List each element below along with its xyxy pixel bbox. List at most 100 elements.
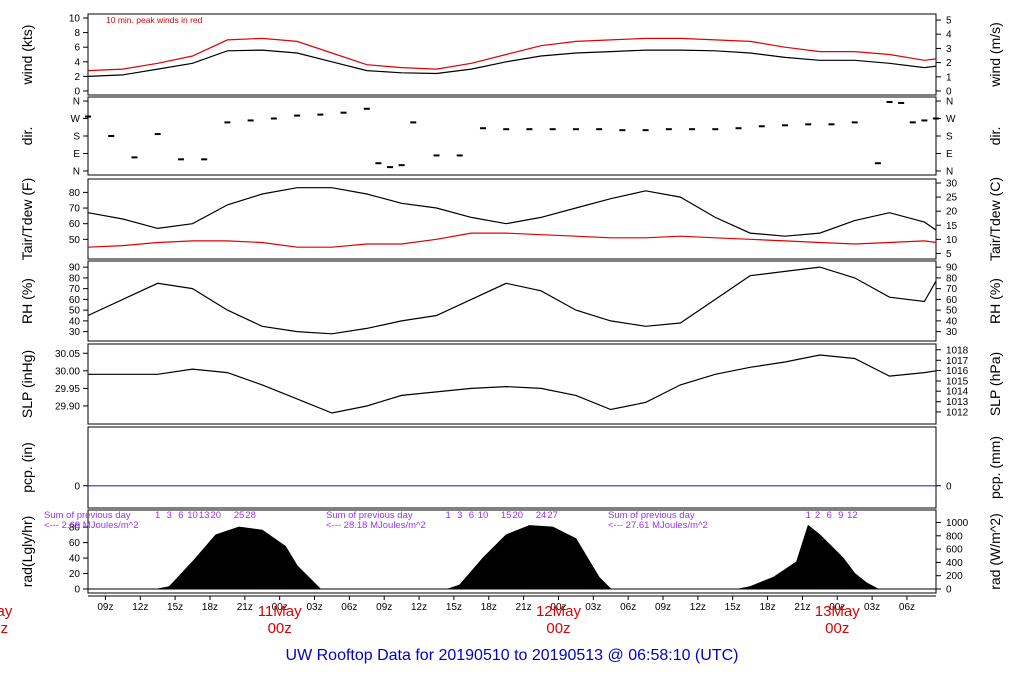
ylabel-right-precipitation: pcp. (mm) [987, 436, 1003, 499]
day-time-label: 00z [268, 620, 292, 637]
tick-label-right: 400 [946, 558, 963, 569]
radiation-sum-label: Sum of previous day [326, 510, 413, 521]
tick-label-right: E [946, 149, 953, 160]
tick-label-right: N [946, 97, 953, 108]
x-tick-label: 12z [132, 602, 148, 613]
hour-mark: 20 [513, 510, 524, 521]
dir-point [665, 128, 672, 131]
tick-label-left: 4 [74, 57, 80, 68]
hour-mark: 1 [155, 510, 160, 521]
x-tick-label: 06z [899, 602, 915, 613]
tick-label-left: 0 [74, 481, 80, 492]
dir-point [642, 129, 649, 132]
tick-label-left: 50 [69, 306, 81, 317]
tick-label-left: 0 [74, 585, 80, 596]
ylabel-right-rh: RH (%) [987, 278, 1003, 324]
tick-label-right: 1016 [946, 366, 969, 377]
x-tick-label: 00z [272, 602, 288, 613]
tick-label-left: 6 [74, 43, 80, 54]
chart-title: UW Rooftop Data for 20190510 to 20190513… [285, 647, 739, 664]
hour-mark: 15 [501, 510, 512, 521]
x-tick-label: 00z [829, 602, 845, 613]
tick-label-left: 2 [74, 72, 80, 83]
tick-label-left: 50 [69, 235, 81, 246]
hour-mark: 6 [469, 510, 474, 521]
dir-point [898, 101, 905, 104]
dir-point [340, 111, 347, 114]
tick-label-right: 10 [946, 235, 958, 246]
hour-mark: 1 [806, 510, 811, 521]
series-line-rh-0 [87, 266, 937, 335]
dir-point [131, 156, 138, 159]
tick-label-left: 29.95 [55, 384, 80, 395]
tick-label-right: N [946, 167, 953, 178]
x-tick-label: 12z [411, 602, 427, 613]
x-tick-label: 18z [481, 602, 497, 613]
dir-point [410, 121, 417, 124]
panel-frame-rh [87, 260, 937, 342]
day-label: 12May [536, 603, 582, 620]
panel-frame-temperature [87, 178, 937, 260]
tick-label-right: 0 [946, 481, 952, 492]
tick-label-left: N [73, 167, 80, 178]
tick-label-right: 30 [946, 327, 958, 338]
ylabel-right-pressure: SLP (hPa) [987, 352, 1003, 416]
tick-label-left: 40 [69, 316, 81, 327]
tick-label-left: 30.05 [55, 349, 80, 360]
dir-point [479, 127, 486, 130]
x-tick-label: 06z [620, 602, 636, 613]
radiation-sum-label: Sum of previous day [608, 510, 695, 521]
dir-point [781, 124, 788, 127]
x-tick-label: 03z [864, 602, 880, 613]
tick-label-right: 4 [946, 30, 952, 41]
x-tick-label: 15z [167, 602, 183, 613]
hour-mark: 28 [245, 510, 256, 521]
tick-label-left: 20 [69, 569, 81, 580]
ylabel-right-wind: wind (m/s) [987, 22, 1003, 88]
dir-point [619, 129, 626, 132]
tick-label-right: 5 [946, 16, 952, 27]
x-tick-label: 12z [690, 602, 706, 613]
x-tick-label: 21z [237, 602, 253, 613]
tick-label-left: W [71, 114, 81, 125]
tick-label-left: 29.90 [55, 401, 80, 412]
dir-point [909, 121, 916, 124]
tick-label-left: 80 [69, 273, 81, 284]
tick-label-right: 1012 [946, 407, 969, 418]
dir-point [294, 114, 301, 117]
tick-label-right: W [946, 114, 956, 125]
hour-mark: 10 [478, 510, 489, 521]
tick-label-left: 10 [69, 14, 81, 25]
dir-point [433, 154, 440, 157]
x-tick-label: 21z [516, 602, 532, 613]
panel-frame-pressure [87, 343, 937, 425]
x-tick-label: 21z [794, 602, 810, 613]
day-label: May [0, 603, 13, 620]
hour-mark: 6 [826, 510, 831, 521]
x-tick-label: 09z [655, 602, 671, 613]
ylabel-left-dir: dir. [19, 127, 35, 146]
tick-label-right: 70 [946, 284, 958, 295]
hour-mark: 3 [167, 510, 172, 521]
x-tick-label: 00z [550, 602, 566, 613]
tick-label-left: 40 [69, 554, 81, 565]
dir-point [177, 158, 184, 161]
dir-point [503, 128, 510, 131]
ylabel-right-dir: dir. [987, 127, 1003, 146]
tick-label-right: 3 [946, 44, 952, 55]
dir-point [363, 107, 370, 110]
radiation-sum-value: <--- 27.61 MJoules/m^2 [608, 520, 708, 531]
tick-label-left: E [73, 149, 80, 160]
tick-label-right: 600 [946, 545, 963, 556]
dir-point [735, 127, 742, 130]
day-label: 11May [258, 603, 302, 620]
dir-point [456, 154, 463, 157]
tick-label-right: 20 [946, 207, 958, 218]
ylabel-left-rh: RH (%) [19, 278, 35, 324]
hour-mark: 6 [178, 510, 183, 521]
tick-label-right: 25 [946, 193, 958, 204]
tick-label-right: 1018 [946, 345, 969, 356]
series-line-wind-0 [87, 49, 937, 77]
hour-mark: 13 [199, 510, 210, 521]
dir-point [201, 158, 208, 161]
